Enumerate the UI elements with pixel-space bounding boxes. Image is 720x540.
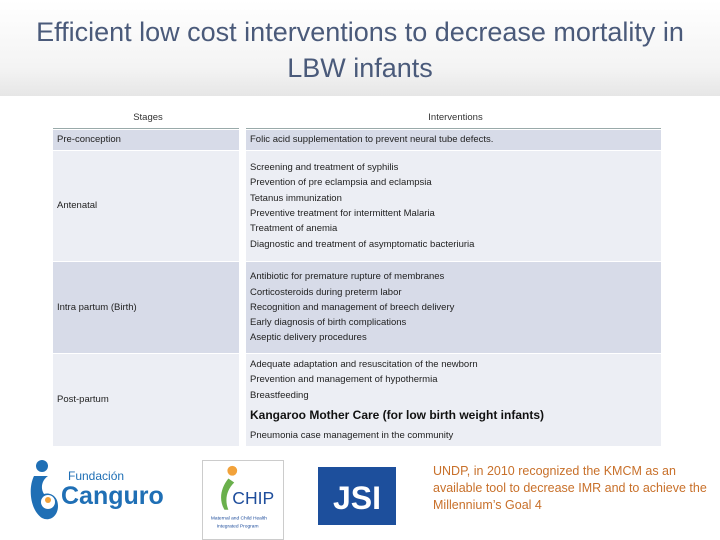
intervention-item: Antibiotic for premature rupture of memb… [250,271,445,283]
intervention-item: Screening and treatment of syphilis [250,162,399,174]
slide-title: Efficient low cost interventions to decr… [36,17,684,83]
chip-logo-subtext-2: Integrated Program [217,523,259,529]
interventions-cell: Screening and treatment of syphilis Prev… [246,151,661,261]
interventions-cell: Antibiotic for premature rupture of memb… [246,262,661,353]
stage-cell: Intra partum (Birth) [53,262,239,353]
stage-cell: Antenatal [53,151,239,261]
intervention-item: Aseptic delivery procedures [250,332,367,344]
intervention-item: Corticosteroids during preterm labor [250,286,402,298]
intervention-item: Preventive treatment for intermittent Ma… [250,208,435,219]
intervention-item: Tetanus immunization [250,192,342,204]
intervention-item: Adequate adaptation and resuscitation of… [250,358,478,370]
chip-logo-subtext-1: Maternal and Child Health [211,516,267,522]
jsi-logo: JSI [318,467,396,525]
intervention-item: Folic acid supplementation to prevent ne… [250,134,494,146]
chip-figure-icon [221,465,238,510]
table-row: Intra partum (Birth) Antibiotic for prem… [53,262,661,353]
jsi-logo-text: JSI [333,480,381,516]
header-stages: Stages [53,108,239,129]
stage-cell: Post-partum [53,354,239,446]
undp-note: UNDP, in 2010 recognized the KMCM as an … [433,464,707,512]
interventions-table: Stages Interventions Pre-conception Foli… [53,108,661,446]
fundacion-canguro-logo: Fundación Canguro [30,460,164,520]
intervention-highlight: Kangaroo Mother Care (for low birth weig… [250,407,544,422]
chip-logo-text: CHIP [232,488,274,508]
intervention-item: Prevention and management of hypothermia [250,374,438,386]
intervention-item: Breastfeeding [250,389,309,401]
intervention-item: Prevention of pre eclampsia and eclampsi… [250,177,432,189]
intervention-item: Pneumonia case management in the communi… [250,429,454,441]
stage-cell: Pre-conception [53,130,239,150]
interventions-cell: Folic acid supplementation to prevent ne… [246,130,661,150]
table-row: Antenatal Screening and treatment of syp… [53,151,661,261]
title-band [0,0,720,96]
kangaroo-mother-icon [30,460,58,520]
table-row: Post-partum Adequate adaptation and resu… [53,354,661,446]
chip-logo: CHIP Maternal and Child Health Integrate… [202,460,284,540]
table-row: Pre-conception Folic acid supplementatio… [53,130,661,150]
intervention-item: Early diagnosis of birth complications [250,317,407,329]
intervention-item: Recognition and management of breech del… [250,301,455,313]
interventions-cell: Adequate adaptation and resuscitation of… [246,354,661,446]
logo-text-fundacion: Fundación [68,469,124,483]
intervention-item: Treatment of anemia [250,223,338,235]
logo-text-canguro: Canguro [61,482,164,510]
intervention-item: Diagnostic and treatment of asymptomatic… [250,238,475,250]
table-header: Stages Interventions [53,108,661,129]
header-interventions: Interventions [246,108,661,129]
